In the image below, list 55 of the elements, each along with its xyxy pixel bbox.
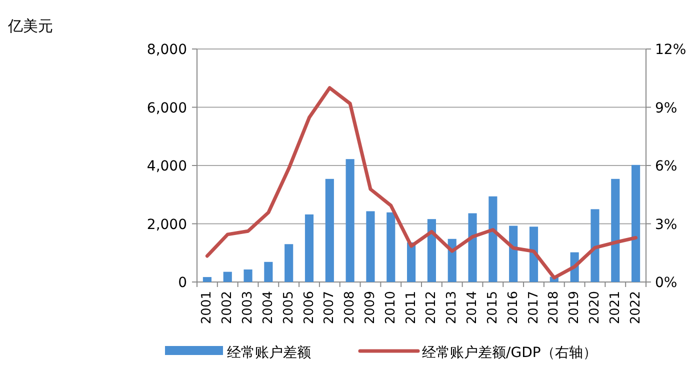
- y2-tick-label: 9%: [655, 100, 678, 116]
- x-tick-label: 2016: [506, 291, 521, 324]
- x-tick-label: 2003: [240, 291, 256, 324]
- bar: [304, 214, 314, 282]
- bar: [509, 226, 518, 282]
- y2-tick-label: 0%: [655, 275, 678, 291]
- x-tick-label: 2020: [587, 291, 602, 324]
- legend-label: 经常账户差额: [227, 345, 311, 361]
- y-tick-label: 0: [178, 275, 187, 291]
- x-tick-label: 2004: [260, 291, 276, 324]
- bar: [202, 277, 212, 282]
- x-tick-label: 2002: [220, 291, 236, 324]
- x-tick-label: 2019: [567, 291, 582, 324]
- bar: [223, 272, 232, 282]
- bar: [325, 178, 334, 282]
- x-tick-label: 2015: [485, 291, 500, 324]
- y2-tick-label: 6%: [655, 158, 678, 174]
- x-tick-label: 2021: [608, 291, 623, 324]
- x-tick-label: 2018: [546, 291, 562, 324]
- x-tick-label: 2022: [628, 291, 644, 324]
- text: 亿美元: [7, 17, 53, 35]
- bar: [468, 213, 477, 282]
- bar: [611, 178, 620, 282]
- x-tick-label: 2017: [526, 291, 542, 324]
- x-tick-label: 2005: [281, 291, 296, 324]
- bar: [407, 242, 416, 282]
- bar: [590, 209, 600, 282]
- y2-tick-label: 3%: [655, 216, 678, 233]
- x-tick-label: 2001: [200, 291, 215, 324]
- bar: [427, 219, 436, 282]
- x-tick-label: 2008: [342, 291, 358, 324]
- bar: [632, 164, 640, 282]
- x-tick-label: 2011: [404, 291, 419, 324]
- x-tick-label: 2012: [424, 291, 440, 324]
- y-tick-label: 6,000: [146, 100, 187, 116]
- bar: [346, 159, 354, 282]
- x-tick-label: 2006: [302, 291, 317, 324]
- x-tick-label: 2007: [322, 291, 338, 324]
- bar: [244, 269, 252, 282]
- y-tick-label: 8,000: [146, 42, 187, 58]
- bar: [529, 226, 538, 282]
- x-tick-label: 2009: [362, 291, 378, 324]
- bar: [284, 244, 294, 282]
- x-tick-label: 2013: [444, 291, 460, 324]
- bar: [386, 212, 396, 282]
- bar: [488, 196, 498, 282]
- y-tick-label: 4,000: [146, 158, 187, 174]
- y2-tick-label: 12%: [655, 42, 686, 58]
- x-tick-label: 2010: [383, 291, 398, 324]
- bar: [366, 211, 375, 282]
- legend-label: 经常账户差额/GDP（右轴）: [422, 345, 597, 361]
- bar: [264, 262, 273, 282]
- x-tick-label: 2014: [465, 291, 480, 324]
- y-tick-label: 2,000: [146, 216, 187, 233]
- line-series: [205, 86, 638, 280]
